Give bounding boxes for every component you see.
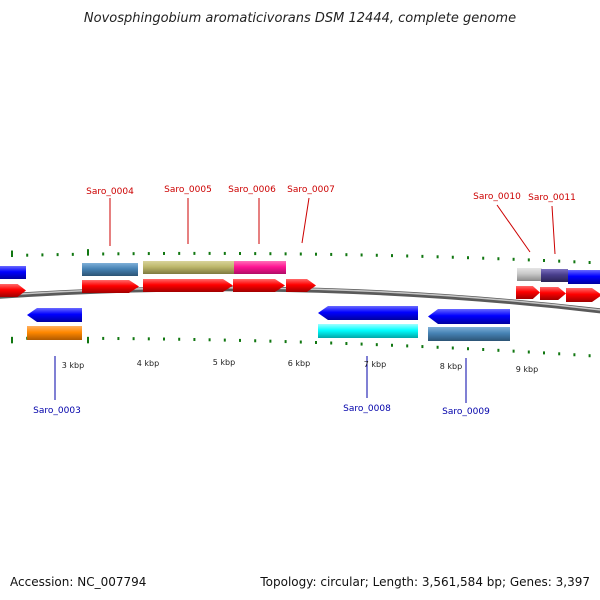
genome-summary-text: Topology: circular; Length: 3,561,584 bp… [259, 575, 590, 589]
map-title: Novosphingobium aromaticivorans DSM 1244… [84, 11, 516, 26]
cds-reverse-arrow [27, 308, 82, 322]
leader-line [551, 205, 556, 255]
gene-label: Saro_0011 [528, 193, 576, 203]
gene-label: Saro_0009 [442, 407, 490, 417]
scale-label: 4 kbp [137, 359, 159, 368]
gene-label: Saro_0007 [287, 185, 335, 195]
cds-forward-arrow [286, 279, 316, 292]
leader-line [496, 204, 531, 253]
cds-forward-arrow [82, 280, 139, 293]
feature-block-slate [541, 269, 568, 282]
scale-label: 6 kbp [288, 359, 310, 368]
feature-block-cyan [318, 324, 418, 338]
gene-label: Saro_0005 [164, 185, 212, 195]
gene-label: Saro_0010 [473, 192, 521, 202]
cds-forward-arrow [566, 288, 600, 302]
scale-label: 9 kbp [516, 365, 538, 374]
leader-line [301, 197, 310, 244]
gene-labels: Saro_0004 Saro_0005 Saro_0006 Saro_0007 Saro… [33, 185, 576, 417]
gene-label: Saro_0006 [228, 185, 276, 195]
feature-block-orange [27, 326, 82, 340]
scale-labels: 3 kbp 4 kbp 5 kbp 6 kbp 7 kbp 8 kbp 9 kbp [62, 358, 538, 374]
cds-reverse-arrow [318, 306, 418, 320]
scale-label: 8 kbp [440, 362, 462, 371]
feature-block-blue [568, 270, 600, 284]
scale-label: 3 kbp [62, 361, 84, 370]
cds-forward-arrow [0, 284, 26, 297]
feature-block-steelblue [82, 263, 138, 276]
cds-forward-arrow [233, 279, 285, 292]
label-leader-lines [54, 197, 556, 403]
outer-scale-ticks [11, 249, 591, 265]
scale-label: 5 kbp [213, 358, 235, 367]
feature-block-blue [0, 266, 26, 279]
feature-block-magenta [234, 261, 286, 274]
gene-label: Saro_0008 [343, 404, 391, 414]
feature-block-gray [517, 268, 542, 281]
cds-forward-arrow [540, 287, 566, 300]
gene-features [0, 261, 600, 341]
cds-forward-arrow [516, 286, 540, 299]
feature-block-steelblue [428, 327, 510, 341]
scale-label: 7 kbp [364, 360, 386, 369]
cds-forward-arrow [143, 279, 233, 292]
gene-label: Saro_0004 [86, 187, 134, 197]
accession-text: Accession: NC_007794 [10, 575, 146, 589]
feature-block-khaki [143, 261, 234, 274]
gene-label: Saro_0003 [33, 406, 81, 416]
cds-reverse-arrow [428, 309, 510, 324]
